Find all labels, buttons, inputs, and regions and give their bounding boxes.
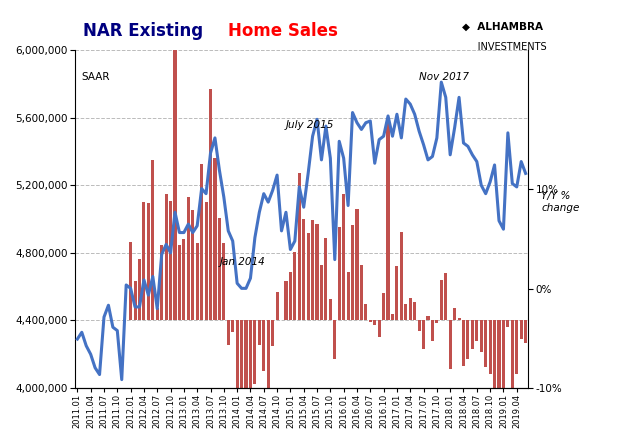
Bar	[422, 320, 425, 349]
Bar	[249, 320, 252, 391]
Bar	[475, 320, 478, 341]
Bar	[351, 225, 354, 320]
Bar	[458, 319, 461, 320]
Bar	[253, 320, 256, 384]
Bar	[355, 210, 358, 320]
Bar	[133, 281, 137, 320]
Text: Nov 2017: Nov 2017	[419, 73, 469, 82]
Bar	[369, 320, 372, 323]
Bar	[231, 320, 234, 332]
Bar	[449, 320, 452, 369]
Bar	[187, 197, 190, 320]
Bar	[467, 320, 469, 358]
Bar	[484, 320, 487, 367]
Bar	[391, 314, 394, 320]
Bar	[515, 320, 519, 374]
Bar	[333, 320, 337, 359]
Bar	[294, 252, 296, 320]
Bar	[426, 316, 429, 320]
Bar	[147, 203, 150, 320]
Bar	[236, 320, 238, 389]
Bar	[276, 292, 279, 320]
Bar	[320, 265, 323, 320]
Bar	[151, 160, 154, 320]
Bar	[315, 224, 319, 320]
Text: Home Sales: Home Sales	[228, 22, 337, 40]
Bar	[435, 320, 438, 323]
Bar	[204, 202, 208, 320]
Bar	[258, 320, 261, 345]
Bar	[493, 320, 496, 416]
Bar	[440, 280, 443, 320]
Bar	[506, 320, 510, 326]
Bar	[395, 266, 399, 320]
Bar	[240, 320, 243, 407]
Bar	[524, 320, 527, 343]
Bar	[400, 232, 403, 320]
Bar	[129, 241, 132, 320]
Bar	[360, 265, 363, 320]
Bar	[196, 243, 199, 320]
Bar	[329, 299, 332, 320]
Bar	[444, 273, 447, 320]
Bar	[191, 210, 194, 320]
Bar	[297, 173, 301, 320]
Bar	[222, 243, 226, 320]
Text: SAAR: SAAR	[82, 72, 110, 82]
Bar	[413, 302, 416, 320]
Bar	[285, 281, 288, 320]
Bar	[347, 272, 349, 320]
Bar	[142, 202, 146, 320]
Bar	[462, 320, 465, 366]
Bar	[174, 45, 176, 320]
Bar	[378, 320, 381, 337]
Bar	[431, 320, 434, 341]
Bar	[160, 245, 163, 320]
Bar	[138, 260, 141, 320]
Bar	[244, 320, 247, 396]
Bar	[267, 320, 270, 399]
Text: NAR Existing: NAR Existing	[83, 22, 209, 40]
Bar	[502, 320, 505, 412]
Bar	[471, 320, 474, 349]
Bar	[479, 320, 483, 352]
Bar	[497, 320, 501, 443]
Text: Jan 2014: Jan 2014	[219, 256, 265, 267]
Bar	[218, 218, 221, 320]
Bar	[453, 308, 456, 320]
Bar	[262, 320, 265, 371]
Text: ◆  ALHAMBRA: ◆ ALHAMBRA	[462, 22, 542, 32]
Bar	[306, 233, 310, 320]
Bar	[387, 119, 390, 320]
Bar	[488, 320, 492, 374]
Bar	[520, 320, 523, 339]
Bar	[417, 320, 420, 330]
Bar	[364, 304, 367, 320]
Bar	[209, 89, 212, 320]
Bar	[409, 298, 412, 320]
Text: July 2015: July 2015	[286, 120, 335, 130]
Bar	[271, 320, 274, 346]
Bar	[373, 320, 376, 325]
Bar	[178, 245, 181, 320]
Text: Y/Y %
change: Y/Y % change	[542, 191, 580, 213]
Bar	[342, 194, 345, 320]
Bar	[227, 320, 230, 345]
Bar	[382, 293, 385, 320]
Bar	[156, 308, 159, 320]
Bar	[324, 237, 328, 320]
Bar	[404, 304, 407, 320]
Bar	[200, 164, 203, 320]
Bar	[302, 219, 305, 320]
Bar	[511, 320, 514, 421]
Bar	[165, 194, 168, 320]
Bar	[289, 272, 292, 320]
Bar	[213, 158, 217, 320]
Bar	[182, 239, 185, 320]
Bar	[311, 220, 314, 320]
Bar	[338, 226, 341, 320]
Bar	[169, 201, 172, 320]
Text: INVESTMENTS: INVESTMENTS	[462, 42, 546, 52]
